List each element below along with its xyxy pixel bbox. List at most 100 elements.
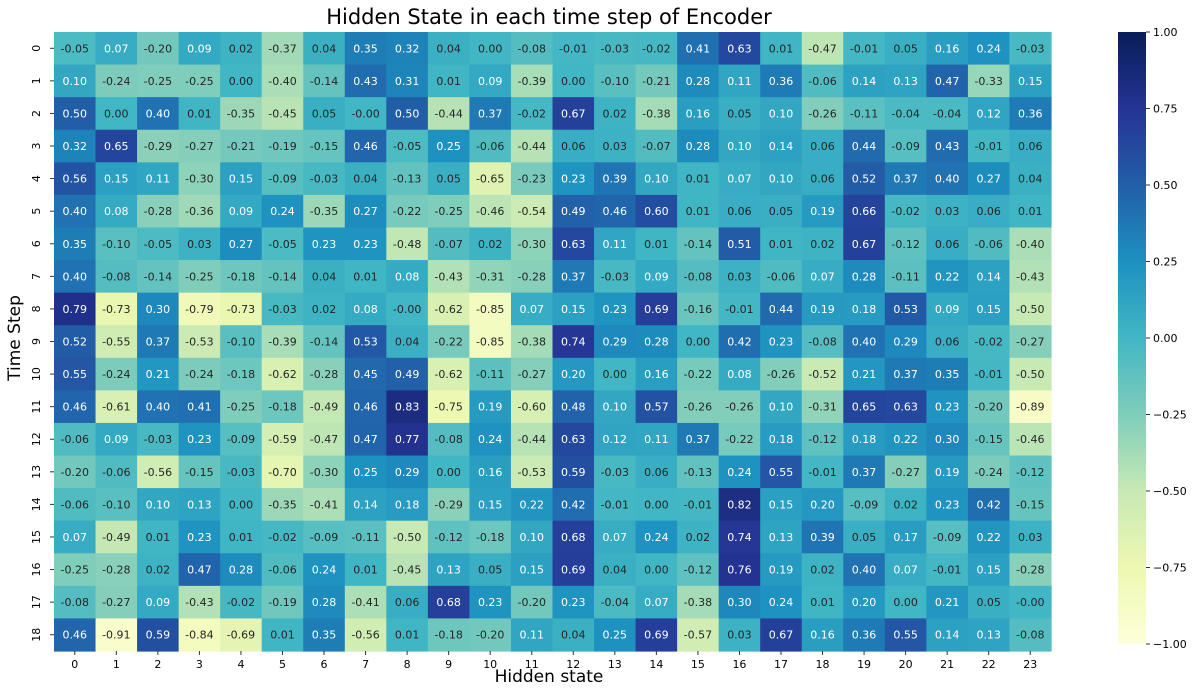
- heatmap-cell-r17-c1: [95, 585, 138, 620]
- heatmap-cell-r0-c14: [635, 32, 678, 66]
- cell-value-label: 0.04: [395, 336, 420, 349]
- cell-value-label: 0.74: [727, 531, 752, 544]
- heatmap-cell-r15-c11: [510, 520, 554, 554]
- cell-value-label: 0.00: [893, 596, 918, 609]
- y-tick-label: 13: [30, 465, 43, 479]
- cell-value-label: 0.04: [312, 270, 337, 283]
- cell-value-label: -0.11: [351, 531, 379, 544]
- heatmap-cell-r0-c9: [427, 32, 471, 66]
- heatmap-cell-r5-c13: [594, 194, 637, 229]
- heatmap-cell-r3-c10: [469, 129, 512, 163]
- heatmap-cell-r8-c20: [884, 292, 927, 326]
- heatmap-cell-r18-c0: [54, 618, 97, 652]
- cell-value-label: 0.55: [769, 466, 794, 479]
- heatmap-cell-r2-c16: [718, 97, 761, 131]
- cell-value-label: 0.00: [644, 498, 669, 511]
- cell-value-label: -0.22: [393, 205, 421, 218]
- heatmap-cell-r8-c23: [1009, 292, 1052, 326]
- heatmap-cell-r15-c12: [552, 520, 595, 554]
- heatmap-cell-r11-c17: [760, 390, 803, 424]
- heatmap-cell-r17-c8: [386, 585, 429, 620]
- heatmap-cell-r7-c7: [344, 260, 387, 294]
- cell-value-label: -0.27: [102, 596, 130, 609]
- heatmap-cell-r13-c23: [1009, 455, 1052, 489]
- heatmap-cell-r13-c12: [552, 455, 595, 489]
- heatmap-cell-r18-c6: [303, 618, 346, 652]
- x-tick-label: 3: [196, 658, 203, 671]
- heatmap-cell-r5-c0: [54, 194, 97, 229]
- heatmap-cell-r17-c3: [178, 585, 221, 620]
- heatmap-cell-r11-c9: [427, 390, 471, 424]
- heatmap-cell-r3-c21: [926, 129, 969, 163]
- heatmap-cell-r11-c21: [926, 390, 969, 424]
- cell-value-label: 0.40: [63, 270, 88, 283]
- cell-value-label: -0.10: [227, 336, 255, 349]
- heatmap-cell-r17-c2: [137, 585, 180, 620]
- y-axis-label: Time Step: [5, 295, 25, 382]
- heatmap-cell-r17-c4: [220, 585, 263, 620]
- heatmap-cell-r8-c14: [635, 292, 678, 326]
- heatmap-cell-r17-c23: [1009, 585, 1052, 620]
- heatmap-cell-r10-c17: [760, 357, 803, 391]
- cell-value-label: -0.01: [974, 140, 1002, 153]
- heatmap-cell-r17-c6: [303, 585, 346, 620]
- heatmap-cell-r17-c10: [469, 585, 512, 620]
- cell-value-label: -0.43: [1016, 270, 1044, 283]
- heatmap-cell-r2-c11: [510, 97, 554, 131]
- heatmap-cell-r16-c6: [303, 553, 346, 587]
- cell-value-label: -0.01: [559, 42, 587, 55]
- cell-value-label: 0.16: [935, 42, 960, 55]
- cell-value-label: -0.20: [517, 596, 545, 609]
- heatmap-cell-r7-c15: [677, 260, 720, 294]
- cell-value-label: 0.08: [727, 368, 752, 381]
- heatmap-cell-r16-c16: [718, 553, 761, 587]
- cell-value-label: -0.25: [185, 270, 213, 283]
- cell-value-label: 0.18: [769, 433, 794, 446]
- cell-value-label: 0.02: [810, 238, 835, 251]
- heatmap-cell-r9-c17: [760, 325, 803, 359]
- heatmap-cell-r1-c7: [344, 64, 387, 98]
- heatmap-cell-r12-c22: [967, 422, 1011, 457]
- heatmap-cell-r16-c22: [967, 553, 1011, 587]
- cell-value-label: -0.48: [393, 238, 421, 251]
- cell-value-label: 0.06: [810, 140, 835, 153]
- heatmap-cell-r16-c17: [760, 553, 803, 587]
- cell-value-label: 0.11: [644, 433, 669, 446]
- heatmap-cell-r13-c9: [427, 455, 471, 489]
- heatmap-cell-r10-c4: [220, 357, 263, 391]
- cell-value-label: 0.46: [603, 205, 628, 218]
- cell-value-label: 0.69: [561, 564, 586, 577]
- cell-value-label: 0.20: [852, 596, 877, 609]
- cell-value-label: 0.30: [935, 433, 960, 446]
- heatmap-cell-r3-c19: [843, 129, 886, 163]
- heatmap-cell-r18-c20: [884, 618, 927, 652]
- cell-value-label: -0.31: [808, 401, 836, 414]
- cell-value-label: 0.13: [893, 75, 918, 88]
- cell-value-label: 0.44: [769, 303, 794, 316]
- heatmap-cell-r11-c3: [178, 390, 221, 424]
- heatmap-cell-r8-c7: [344, 292, 387, 326]
- heatmap-cell-r7-c20: [884, 260, 927, 294]
- chart-title: Hidden State in each time step of Encode…: [326, 5, 772, 29]
- cell-value-label: -0.02: [642, 42, 670, 55]
- heatmap-cell-r5-c22: [967, 194, 1011, 229]
- heatmap-cell-r4-c1: [95, 162, 138, 196]
- heatmap-cell-r13-c17: [760, 455, 803, 489]
- cell-value-label: 0.48: [561, 401, 586, 414]
- cell-value-label: -0.91: [102, 629, 130, 642]
- heatmap-cell-r4-c6: [303, 162, 346, 196]
- heatmap-cell-r8-c8: [386, 292, 429, 326]
- heatmap-cell-r7-c16: [718, 260, 761, 294]
- cell-value-label: 0.03: [603, 140, 628, 153]
- colorbar-tick-label: −0.50: [1153, 485, 1187, 498]
- cell-value-label: 0.21: [852, 368, 877, 381]
- cell-value-label: 0.67: [561, 107, 586, 120]
- cell-value-label: -0.09: [268, 173, 296, 186]
- cell-value-label: 0.10: [63, 75, 88, 88]
- heatmap-cell-r4-c5: [261, 162, 304, 196]
- heatmap-cell-r13-c21: [926, 455, 969, 489]
- heatmap-cell-r1-c8: [386, 64, 429, 98]
- cell-value-label: 0.00: [603, 368, 628, 381]
- cell-value-label: 0.16: [810, 629, 835, 642]
- cell-value-label: -0.50: [1016, 368, 1044, 381]
